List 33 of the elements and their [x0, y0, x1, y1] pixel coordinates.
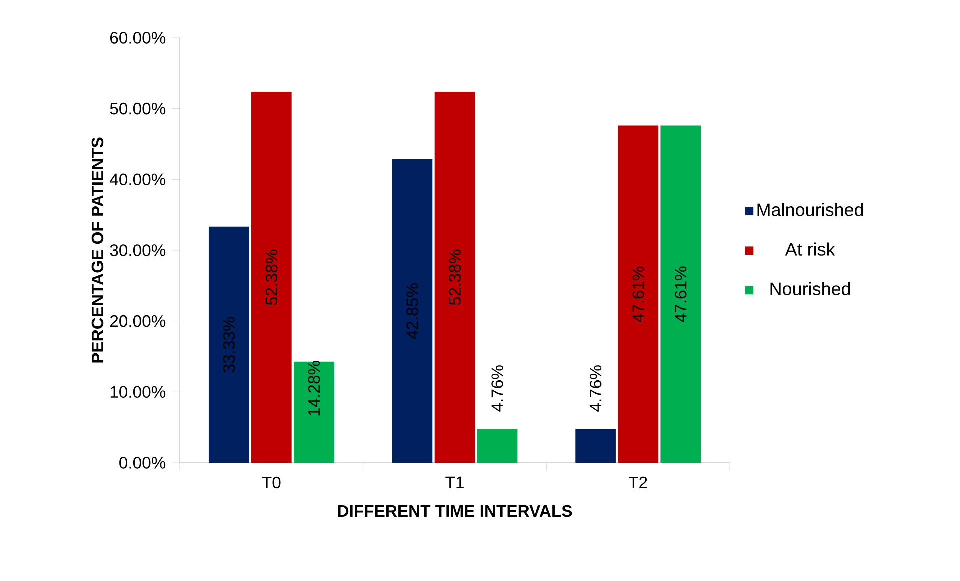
legend-label: Malnourished	[758, 203, 864, 216]
bar	[252, 92, 292, 463]
data-label: 14.28%	[308, 360, 320, 416]
bar	[392, 159, 433, 463]
bar	[477, 429, 518, 463]
x-tick-label: T2	[628, 476, 648, 488]
bar	[434, 92, 476, 463]
y-tick-label: 10.00%	[110, 386, 166, 398]
y-tick-label: 0.00%	[120, 457, 166, 469]
data-label: 42.85%	[406, 284, 418, 340]
x-axis-title: DIFFERENT TIME INTERVALS	[338, 505, 572, 518]
data-label: 52.38%	[266, 250, 278, 306]
data-label: 33.33%	[223, 317, 236, 373]
y-tick-label: 40.00%	[110, 174, 166, 186]
y-axis-title: PERCENTAGE OF PATIENTS	[92, 138, 104, 363]
y-tick-label: 60.00%	[110, 32, 166, 44]
bar	[208, 226, 250, 463]
bar	[576, 429, 616, 463]
y-tick-label: 30.00%	[110, 244, 166, 256]
y-tick-label: 50.00%	[110, 102, 166, 115]
bar	[660, 126, 702, 463]
y-tick-label: 20.00%	[110, 315, 166, 328]
data-label: 47.61%	[674, 266, 687, 322]
x-tick-label: T1	[446, 476, 464, 488]
data-label: 47.61%	[632, 266, 644, 322]
x-tick-label: T0	[262, 476, 281, 489]
data-label: 4.76%	[590, 366, 602, 412]
bar	[294, 362, 334, 463]
data-label: 4.76%	[492, 366, 504, 412]
legend-label: Nourished	[770, 282, 850, 296]
data-label: 52.38%	[449, 250, 461, 306]
bar	[618, 126, 659, 463]
legend-label: At risk	[785, 242, 836, 256]
